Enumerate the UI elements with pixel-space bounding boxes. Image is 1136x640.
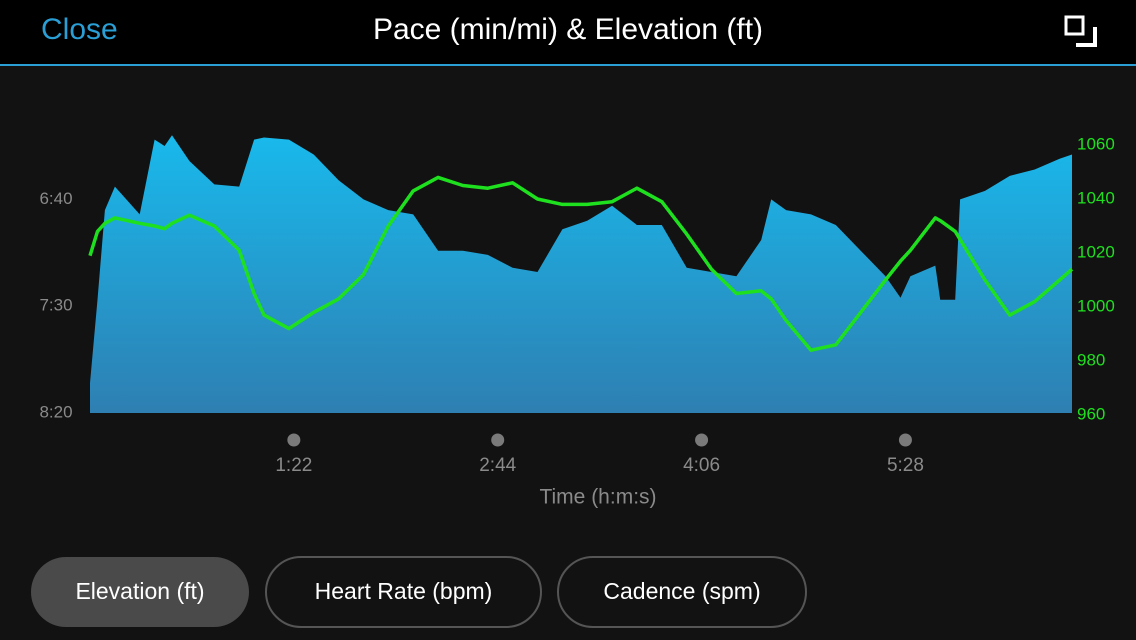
pace-area (90, 135, 1072, 414)
x-tick-label: 2:44 (479, 455, 516, 476)
x-tick-dot (491, 433, 505, 447)
y-tick-label: 6:40 (39, 189, 72, 208)
y2-tick-label: 1020 (1077, 242, 1115, 261)
toggle-button-label: Heart Rate (bpm) (315, 578, 493, 604)
x-tick-dot (287, 433, 301, 447)
y2-tick-label: 1060 (1077, 134, 1115, 153)
x-tick-label: 5:28 (887, 455, 924, 476)
toggle-button[interactable] (557, 556, 807, 628)
x-tick-label: 4:06 (683, 455, 720, 476)
x-tick-dot (898, 433, 912, 447)
elevation-line (88, 175, 1074, 352)
toggle-button-label: Elevation (ft) (75, 578, 204, 604)
y2-tick-label: 1040 (1077, 188, 1115, 207)
toggle-button[interactable] (31, 557, 249, 627)
icon-square (1064, 15, 1085, 36)
icon-corner (1076, 27, 1097, 47)
button-row: Elevation (ft) Heart Rate (bpm) Cadence (s… (31, 556, 807, 628)
y2-tick-label: 1000 (1077, 296, 1115, 315)
close-button[interactable]: Close (41, 13, 118, 46)
toggle-button-label: Cadence (spm) (603, 578, 760, 604)
header-bar (0, 0, 1136, 65)
x-axis-label: Time (h:m:s) (539, 486, 656, 509)
x-tick-dot (695, 433, 709, 447)
y-tick-label: 7:30 (39, 296, 72, 315)
plot: 6:40 7:30 8:20 960 980 1000 1020 1040 1060 1:22 2:… (39, 134, 1114, 508)
y2-tick-label: 980 (1077, 350, 1105, 369)
header-title: Pace (min/mi) & Elevation (ft) (373, 13, 763, 46)
y-tick-label: 8:20 (39, 402, 72, 421)
y2-tick-label: 960 (1077, 404, 1105, 423)
x-tick-label: 1:22 (275, 455, 312, 476)
expand-icon[interactable] (1064, 15, 1097, 47)
toggle-button[interactable] (265, 556, 542, 628)
